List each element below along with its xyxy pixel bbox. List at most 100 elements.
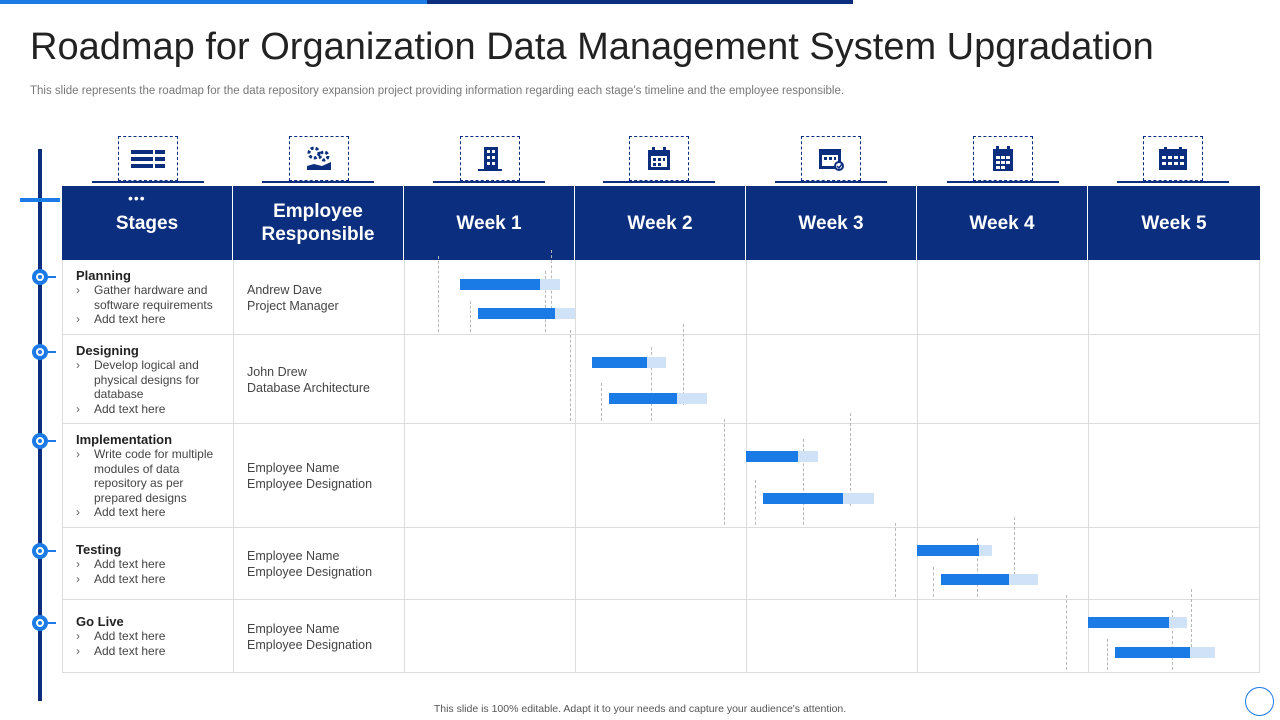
employee-name: Andrew Dave (247, 283, 323, 297)
header-week-1: Week 1 (404, 186, 575, 260)
icon-underline (775, 181, 887, 183)
grid-line (62, 527, 1260, 528)
gantt-task-progress (1088, 617, 1170, 629)
gantt-guide-line (469, 300, 471, 332)
gantt-task-progress (609, 393, 678, 405)
page-subtitle: This slide represents the roadmap for th… (30, 85, 845, 97)
grid-line (917, 260, 918, 673)
timeline-marker-tick (48, 550, 56, 552)
stage-bullet: Gather hardware and software requirement… (76, 283, 226, 312)
header-stages: Stages (62, 186, 233, 260)
stage-bullet: Add text here (76, 505, 226, 520)
timeline-marker-tick (48, 276, 56, 278)
stage-bullet: Add text here (76, 644, 226, 659)
gantt-task-progress (763, 492, 844, 504)
stage-name: Testing (76, 542, 122, 557)
timeline-marker-tick (48, 440, 56, 442)
gantt-task-bar (1115, 646, 1215, 658)
gantt-guide-line (932, 566, 934, 597)
calendar-grid-icon (973, 136, 1033, 181)
employee-cell: Employee Name Employee Designation (247, 621, 372, 653)
gantt-guide-line (1190, 589, 1192, 658)
employee-role: Employee Designation (247, 477, 373, 491)
gantt-guide-line (724, 419, 725, 525)
gear-hand-icon (289, 136, 349, 181)
gantt-guide-line (1107, 639, 1109, 670)
header-week-5: Week 5 (1141, 212, 1207, 234)
stage-designing: Designing Develop logical and physical d… (76, 343, 226, 416)
stage-name: Implementation (76, 432, 173, 447)
top-accent-segment-light (0, 0, 427, 4)
stage-go-live: Go Live Add text here Add text here (76, 614, 226, 658)
employee-role: Database Architecture (247, 381, 370, 395)
gantt-task-bar (917, 545, 993, 557)
stage-planning: Planning Gather hardware and software re… (76, 268, 226, 327)
employee-role: Project Manager (247, 299, 339, 313)
timeline-marker (32, 344, 48, 360)
gantt-guide-line (977, 537, 979, 597)
gantt-guide-line (1172, 609, 1174, 670)
timeline-marker (32, 543, 48, 559)
timeline-vertical-line (38, 149, 42, 701)
gantt-task-progress (460, 278, 540, 290)
timeline-accent-line (20, 198, 60, 202)
grid-line (404, 260, 405, 673)
icon-underline (433, 181, 545, 183)
gantt-guide-line (1014, 517, 1016, 585)
gantt-task-bar (940, 573, 1039, 585)
grid-line (1259, 260, 1260, 673)
gantt-guide-line (895, 523, 896, 597)
employee-cell: Employee Name Employee Designation (247, 548, 372, 580)
icon-underline (1117, 181, 1229, 183)
gantt-task-bar (746, 451, 818, 463)
grid-line (62, 672, 1260, 673)
gantt-guide-line (682, 324, 684, 406)
stage-testing: Testing Add text here Add text here (76, 542, 226, 586)
stage-bullet: Add text here (76, 402, 226, 417)
gantt-guide-line (1066, 595, 1067, 670)
icon-underline (92, 181, 204, 183)
timeline-marker-tick (48, 351, 56, 353)
employee-role: Employee Designation (247, 638, 373, 652)
gantt-guide-line (650, 347, 652, 421)
gantt-guide-line (544, 271, 546, 332)
stage-bullet: Add text here (76, 557, 226, 572)
timeline-dots: ••• (128, 190, 146, 206)
icon-underline (603, 181, 715, 183)
employee-name: John Drew (247, 365, 307, 379)
stage-name: Planning (76, 268, 131, 283)
stage-bullet: Add text here (76, 312, 226, 327)
header-employee: Employee Responsible (233, 186, 404, 260)
stage-bullet: Add text here (76, 572, 226, 587)
employee-name: Employee Name (247, 549, 340, 563)
page-title: Roadmap for Organization Data Management… (30, 26, 1154, 68)
roadmap-table: Stages Employee Responsible Week 1 Week … (62, 186, 1260, 673)
timeline-marker (32, 615, 48, 631)
gantt-guide-line (850, 413, 852, 507)
building-icon (460, 136, 520, 181)
grid-line (575, 260, 576, 673)
stage-implementation: Implementation Write code for multiple m… (76, 432, 226, 520)
stage-bullet: Develop logical and physical designs for… (76, 358, 226, 402)
gantt-guide-line (755, 480, 757, 525)
gantt-guide-line (438, 256, 440, 332)
stage-name: Designing (76, 343, 139, 358)
top-accent-bar (0, 0, 853, 4)
stage-bullet: Add text here (76, 629, 226, 644)
grid-line (233, 260, 234, 673)
top-accent-segment-dark (427, 0, 853, 4)
header-week-2: Week 2 (575, 186, 746, 260)
gantt-task-progress (746, 451, 798, 463)
gantt-guide-line (601, 382, 603, 421)
calendar-week-icon (1143, 136, 1203, 181)
gantt-task-progress (1115, 646, 1190, 658)
calendar-check-icon (801, 136, 861, 181)
timeline-marker-tick (48, 622, 56, 624)
stage-name: Go Live (76, 614, 124, 629)
gantt-task-bar (592, 357, 666, 369)
gantt-guide-line (570, 330, 572, 421)
gantt-task-bar (763, 492, 875, 504)
grid-line (62, 260, 63, 673)
gantt-task-bar (609, 393, 707, 405)
stage-bullet: Write code for multiple modules of data … (76, 447, 226, 505)
